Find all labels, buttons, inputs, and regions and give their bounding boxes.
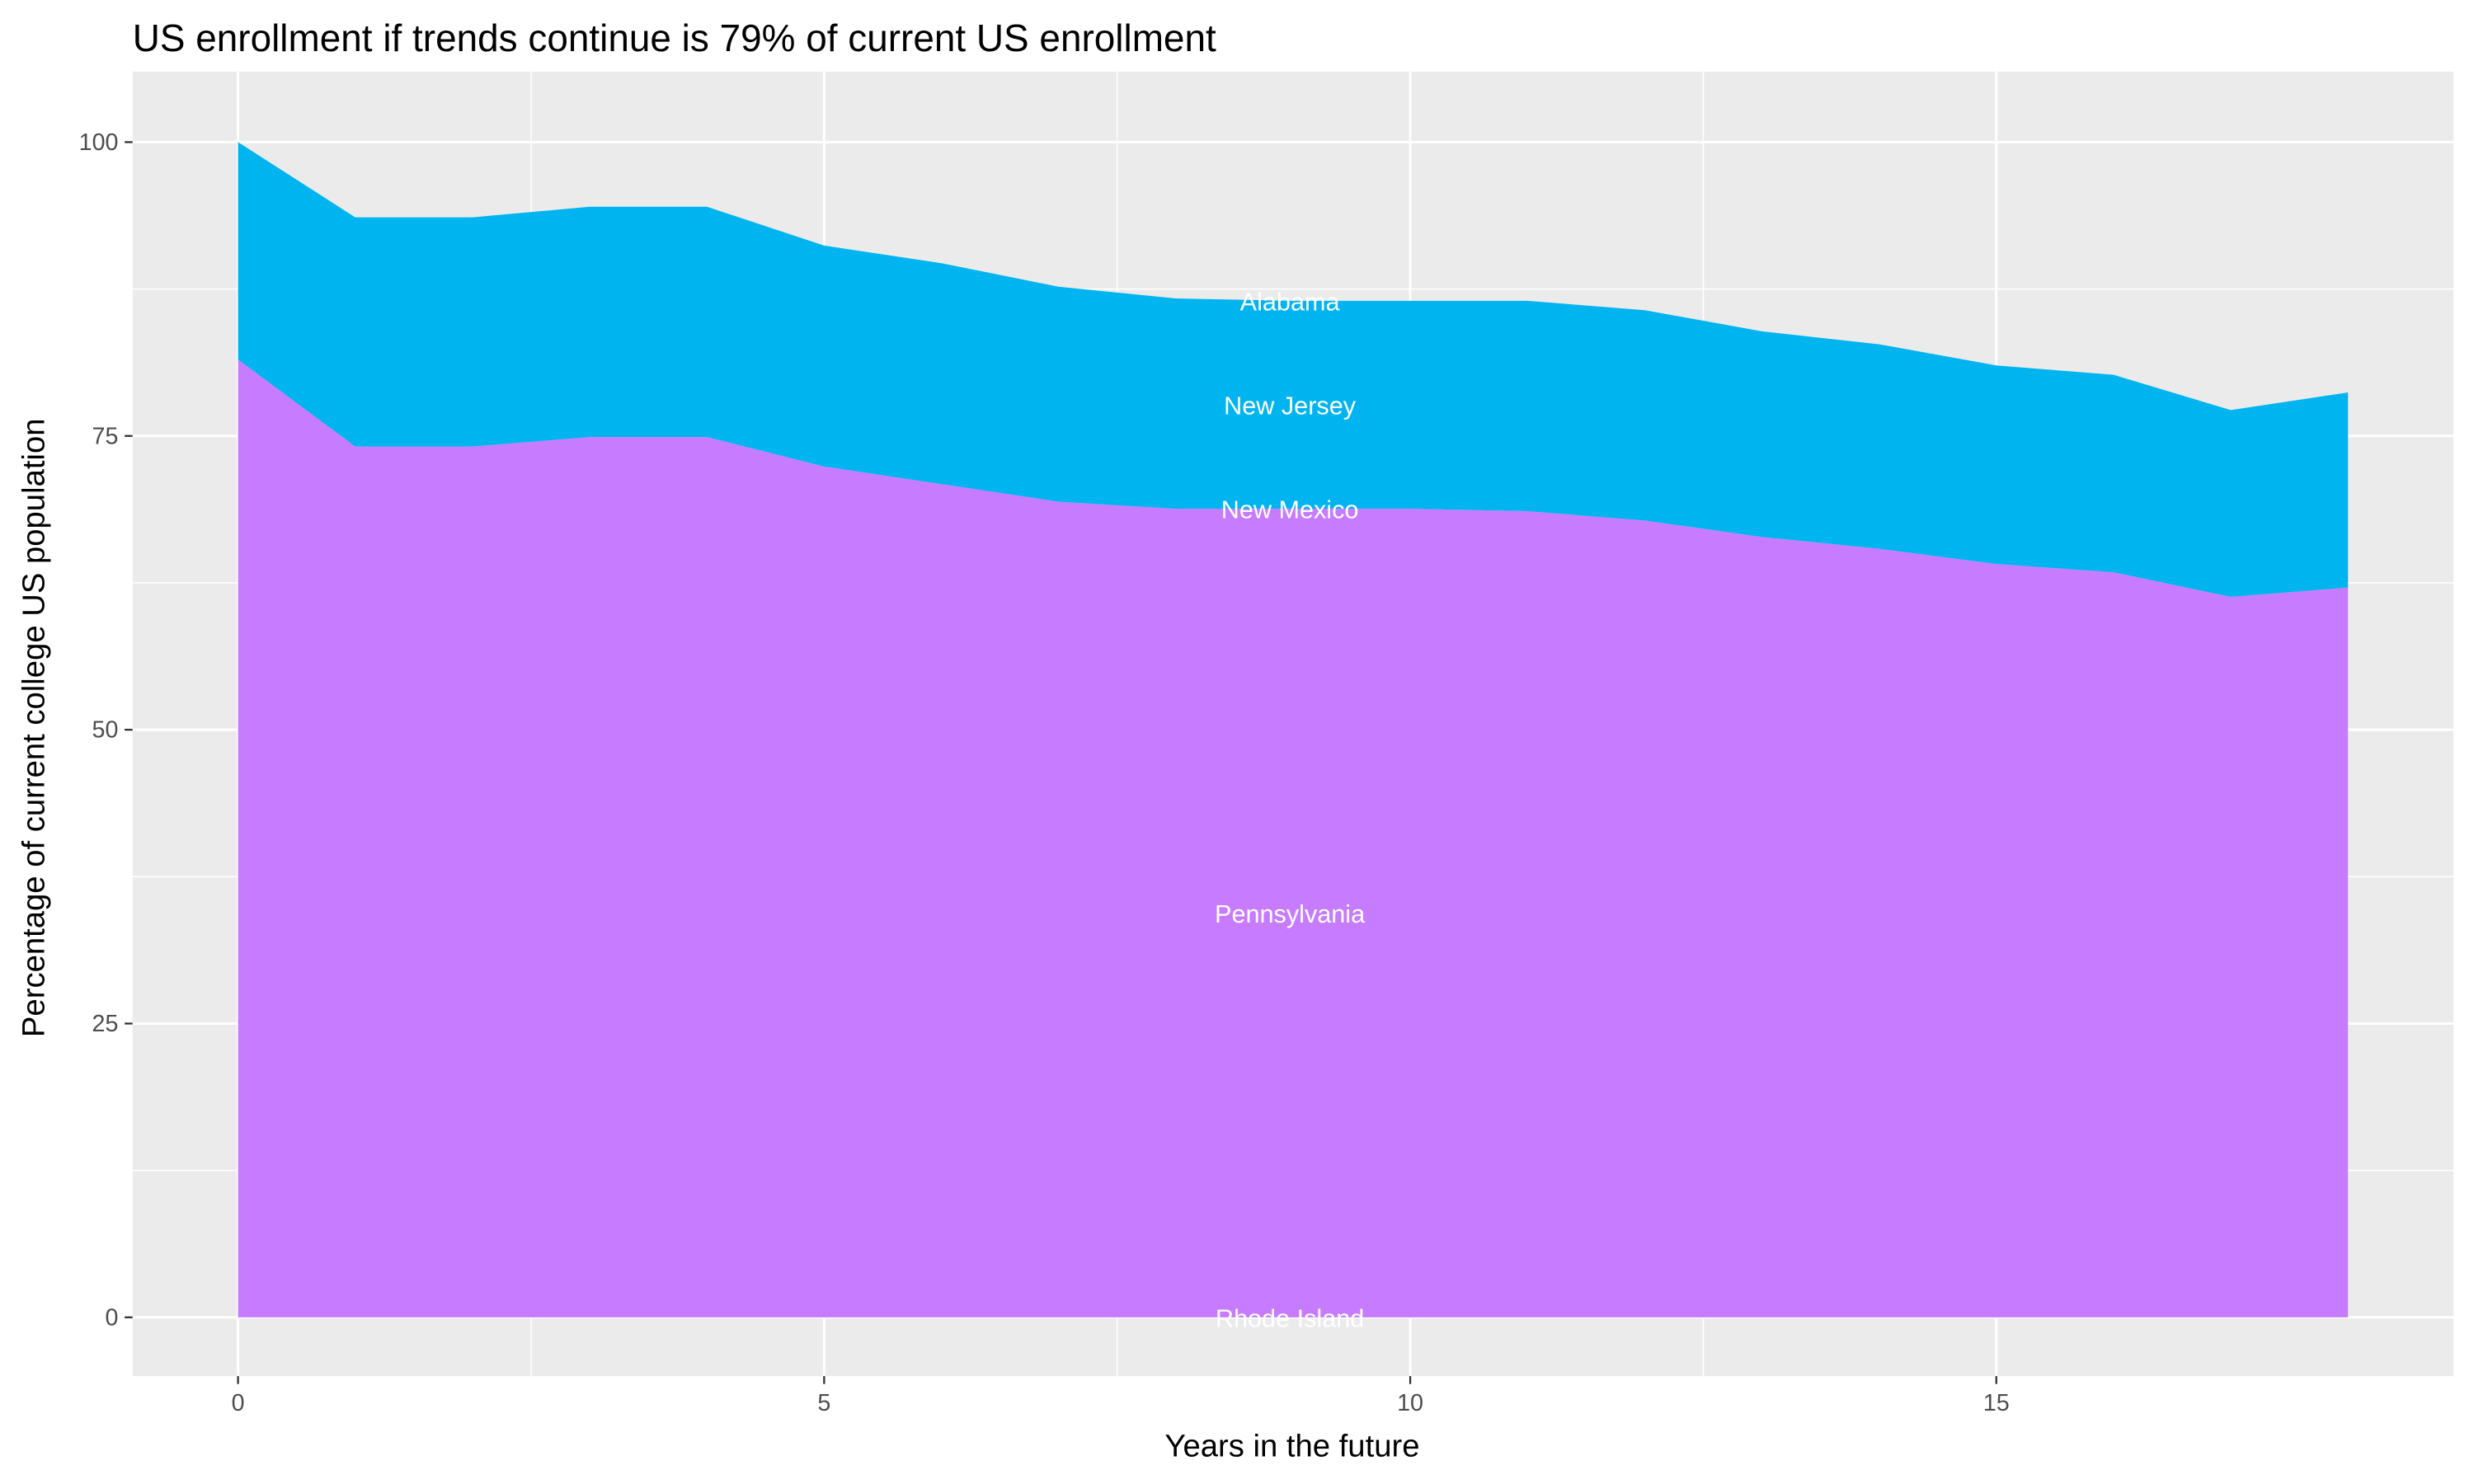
series-label: New Mexico xyxy=(1221,496,1359,524)
series-label: Alabama xyxy=(1240,288,1341,316)
series-label: Pennsylvania xyxy=(1215,900,1366,928)
x-tick-label: 15 xyxy=(1983,1390,2010,1416)
y-tick-label: 50 xyxy=(92,717,119,744)
series-labels: Rhode Island Pennsylvania New Mexico New Je… xyxy=(1215,288,1366,1332)
y-tick-label: 100 xyxy=(79,129,119,156)
areas xyxy=(238,142,2349,1317)
x-axis-label: Years in the future xyxy=(1164,1429,1419,1464)
y-tick-label: 25 xyxy=(92,1011,119,1037)
chart-title: US enrollment if trends continue is 79% … xyxy=(133,16,1216,59)
y-tick-label: 75 xyxy=(92,423,119,449)
axes: 0 5 10 15 0 25 50 75 100 xyxy=(79,129,2010,1416)
x-tick-label: 10 xyxy=(1397,1390,1423,1416)
x-tick-label: 5 xyxy=(817,1390,830,1416)
y-tick-label: 0 xyxy=(106,1304,119,1331)
series-label: New Jersey xyxy=(1224,392,1357,420)
x-tick-label: 0 xyxy=(232,1390,245,1416)
area-pennsylvania xyxy=(238,359,2349,1317)
y-axis-label: Percentage of current college US populat… xyxy=(16,418,52,1037)
area-new-jersey xyxy=(238,142,2349,598)
series-label: Rhode Island xyxy=(1216,1304,1364,1332)
